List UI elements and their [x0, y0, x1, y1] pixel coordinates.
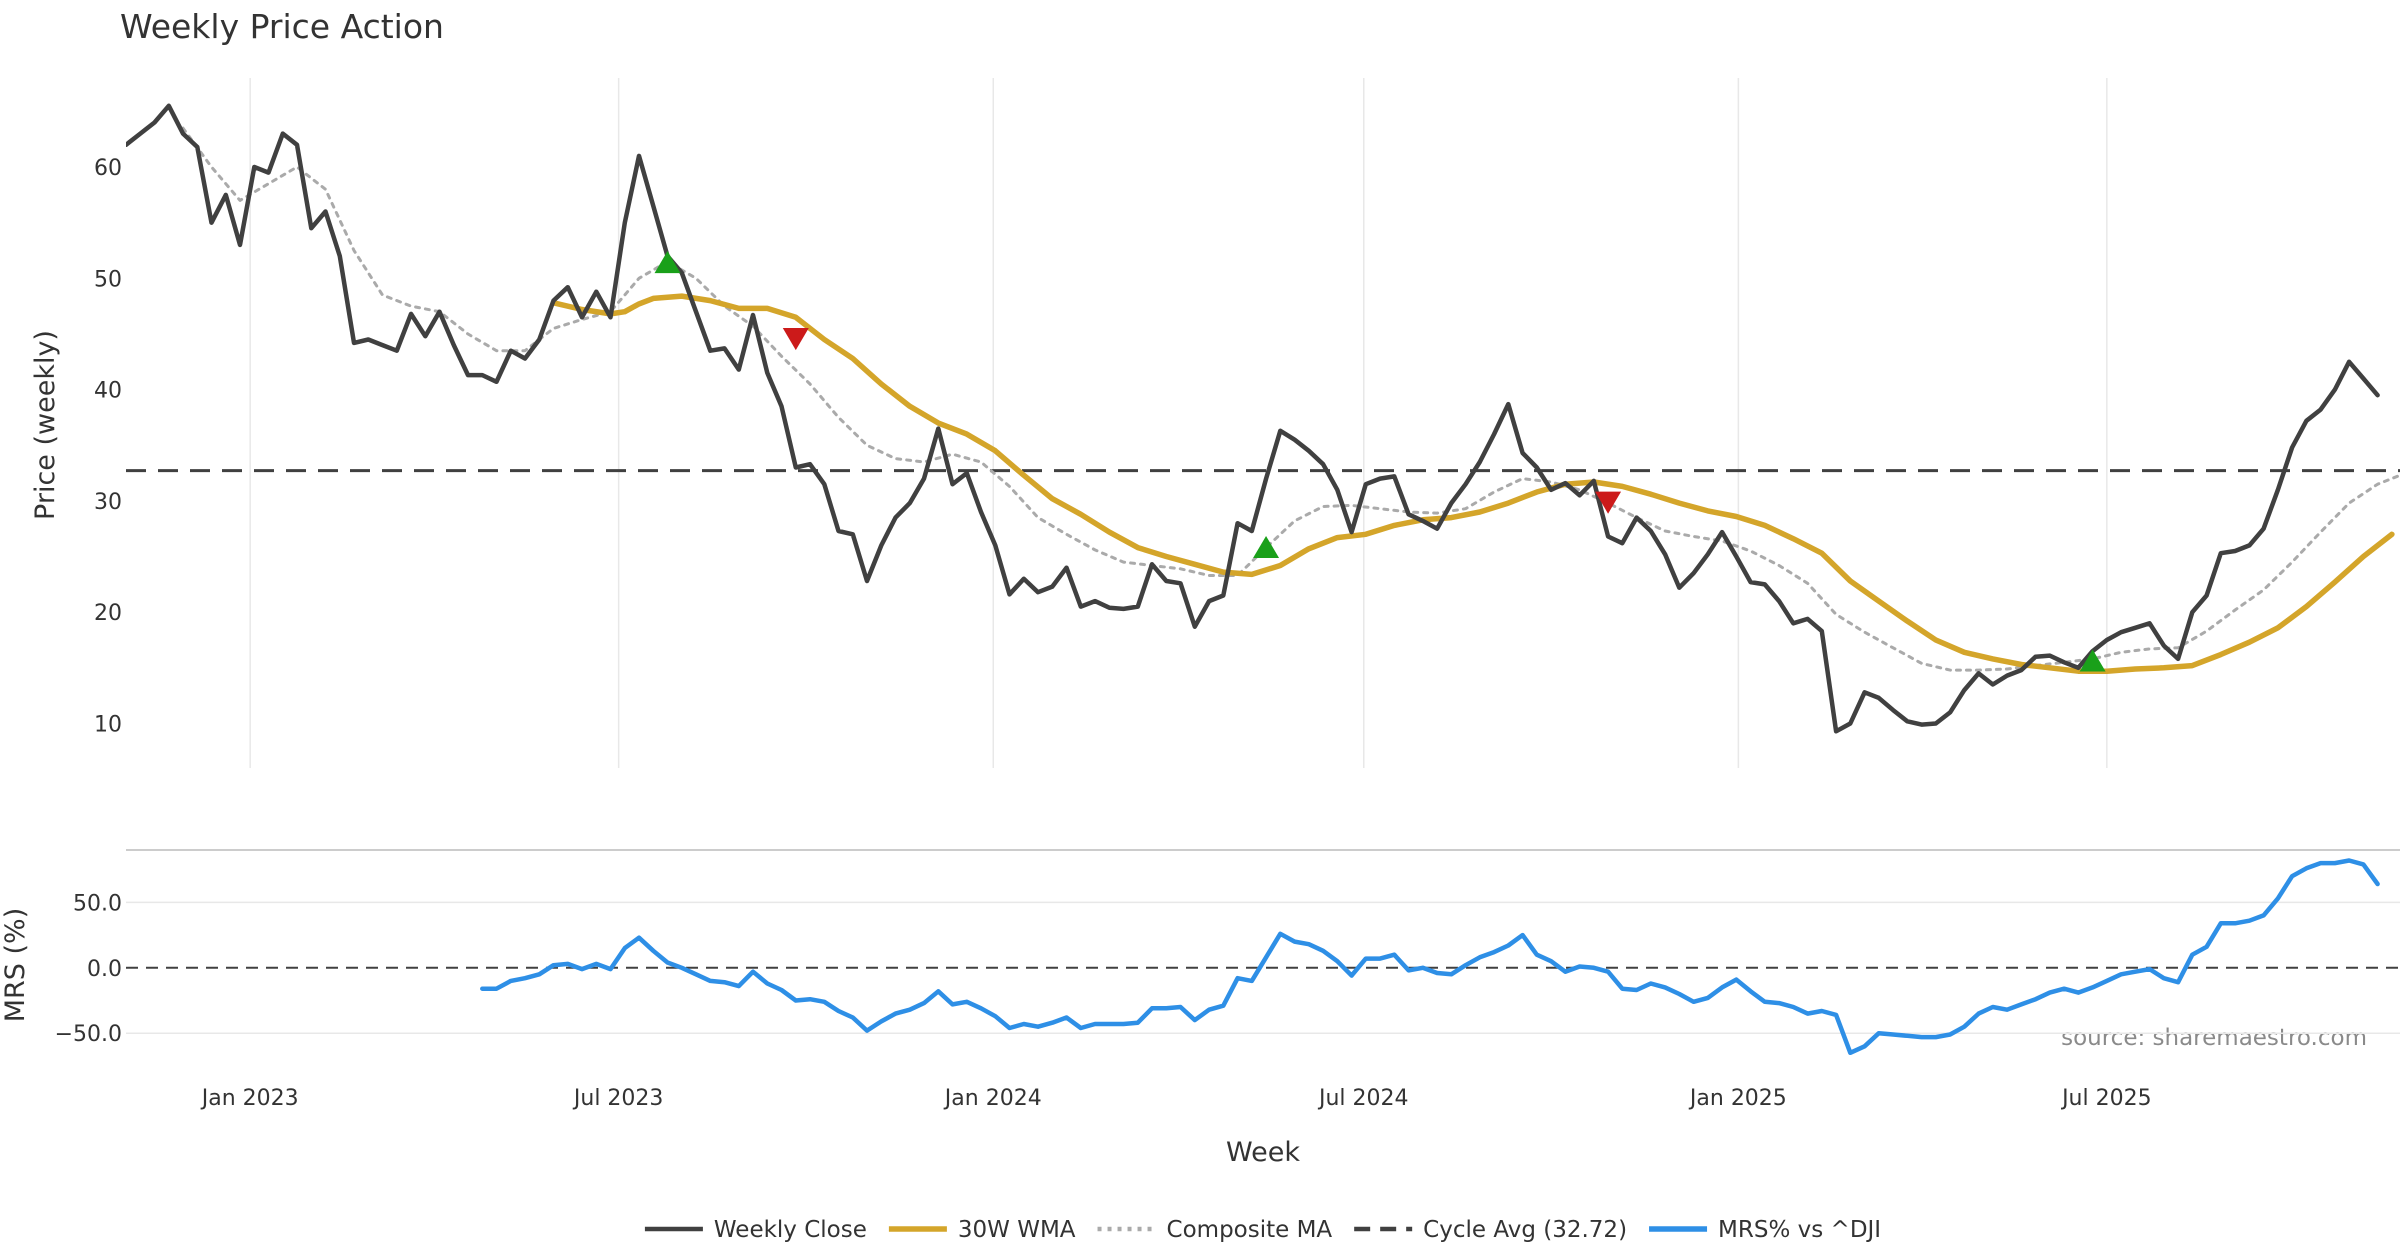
plot-layer: Jan 2023 Jul 2023 Jan 2024 Jul 2024 Jan 2025…: [55, 78, 2400, 1243]
x-tick-label: Jul 2025: [2060, 1086, 2152, 1111]
chart-title: Weekly Price Action: [120, 7, 444, 46]
legend: Weekly Close 30W WMA Composite MA Cycle Avg…: [644, 1217, 1881, 1243]
source-watermark: source: sharemaestro.com: [2061, 1025, 2367, 1051]
buy-signal-marker: [2079, 649, 2106, 672]
legend-label-cycle: Cycle Avg (32.72): [1423, 1217, 1627, 1243]
y-tick-label: 10: [94, 712, 122, 737]
x-tick-label: Jan 2023: [200, 1086, 299, 1111]
mrs-axis-title: MRS (%): [0, 908, 31, 1023]
sell-signal-marker: [782, 328, 809, 351]
x-axis-title: Week: [1226, 1137, 1300, 1168]
buy-signal-marker: [1253, 535, 1280, 559]
composite-ma-line: [181, 126, 2400, 672]
main-series-group: [126, 103, 2400, 734]
mrs-line: [480, 858, 2380, 1056]
mrs-tick-label: −50.0: [55, 1022, 122, 1047]
x-tick-label: Jan 2025: [1688, 1086, 1787, 1111]
x-tick-label: Jul 2023: [572, 1086, 664, 1111]
legend-label-composite: Composite MA: [1167, 1217, 1333, 1243]
mrs-tick-label: 50.0: [73, 891, 122, 916]
y-tick-label: 40: [94, 379, 122, 404]
sell-signal-marker: [1595, 491, 1622, 514]
y-tick-label: 60: [94, 156, 122, 181]
legend-label-wma: 30W WMA: [958, 1217, 1076, 1243]
price-axis-title: Price (weekly): [30, 330, 61, 520]
mrs-tick-label: 0.0: [87, 957, 122, 982]
y-tick-label: 30: [94, 490, 122, 515]
mrs-series-group: [480, 858, 2380, 1056]
y-tick-label: 50: [94, 267, 122, 292]
wma-line: [550, 293, 2395, 674]
legend-label-mrs: MRS% vs ^DJI: [1718, 1217, 1881, 1243]
x-tick-label: Jul 2024: [1317, 1086, 1409, 1111]
buy-signal-marker: [654, 251, 681, 274]
legend-label-close: Weekly Close: [714, 1217, 867, 1243]
y-tick-label: 20: [94, 601, 122, 626]
weekly-close-line: [126, 103, 2380, 734]
x-tick-label: Jan 2024: [943, 1086, 1042, 1111]
